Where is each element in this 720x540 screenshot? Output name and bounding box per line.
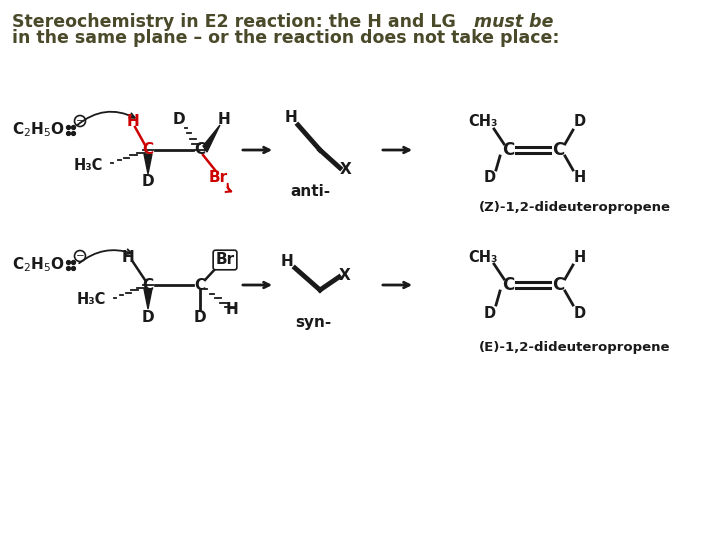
Polygon shape [203,125,220,152]
Text: X: X [339,267,351,282]
FancyArrowPatch shape [225,184,231,192]
Text: C$_2$H$_5$O: C$_2$H$_5$O [12,120,65,139]
FancyArrowPatch shape [77,112,135,125]
Text: Br: Br [208,171,228,186]
Text: D: D [142,174,154,190]
Polygon shape [144,154,152,174]
Text: Br: Br [215,253,235,267]
Text: −: − [76,116,84,126]
Text: H: H [574,171,586,186]
Text: must be: must be [474,13,554,31]
Text: D: D [484,171,496,186]
Text: C: C [502,276,514,294]
Text: C: C [552,276,564,294]
Text: C: C [552,141,564,159]
Text: C$_2$H$_5$O: C$_2$H$_5$O [12,255,65,274]
Text: C: C [143,278,153,293]
Text: in the same plane – or the reaction does not take place:: in the same plane – or the reaction does… [12,29,559,47]
Text: C: C [194,143,206,158]
Text: D: D [574,114,586,130]
Text: D: D [194,309,207,325]
Text: H: H [127,114,140,130]
Text: Stereochemistry in E2 reaction: the H and LG: Stereochemistry in E2 reaction: the H an… [12,13,462,31]
Text: C: C [143,143,153,158]
Text: CH₃: CH₃ [468,249,498,265]
FancyArrowPatch shape [79,249,132,263]
Text: anti-: anti- [290,185,330,199]
Text: (Z)-1,2-dideuteropropene: (Z)-1,2-dideuteropropene [479,201,671,214]
Text: H: H [574,249,586,265]
Text: D: D [574,306,586,321]
Text: −: − [76,251,84,261]
Polygon shape [144,289,152,309]
Text: C: C [194,278,206,293]
Text: H₃C: H₃C [76,293,106,307]
Text: X: X [340,163,352,178]
Text: H₃C: H₃C [73,158,103,172]
Text: H: H [217,112,230,127]
Text: D: D [142,309,154,325]
Text: H: H [284,111,297,125]
Text: H: H [225,301,238,316]
Text: H: H [281,253,293,268]
Text: H: H [122,249,135,265]
Text: syn-: syn- [295,315,331,330]
Text: CH₃: CH₃ [468,114,498,130]
Text: D: D [173,111,185,126]
Text: D: D [484,306,496,321]
Text: (E)-1,2-dideuteropropene: (E)-1,2-dideuteropropene [480,341,671,354]
Text: C: C [502,141,514,159]
